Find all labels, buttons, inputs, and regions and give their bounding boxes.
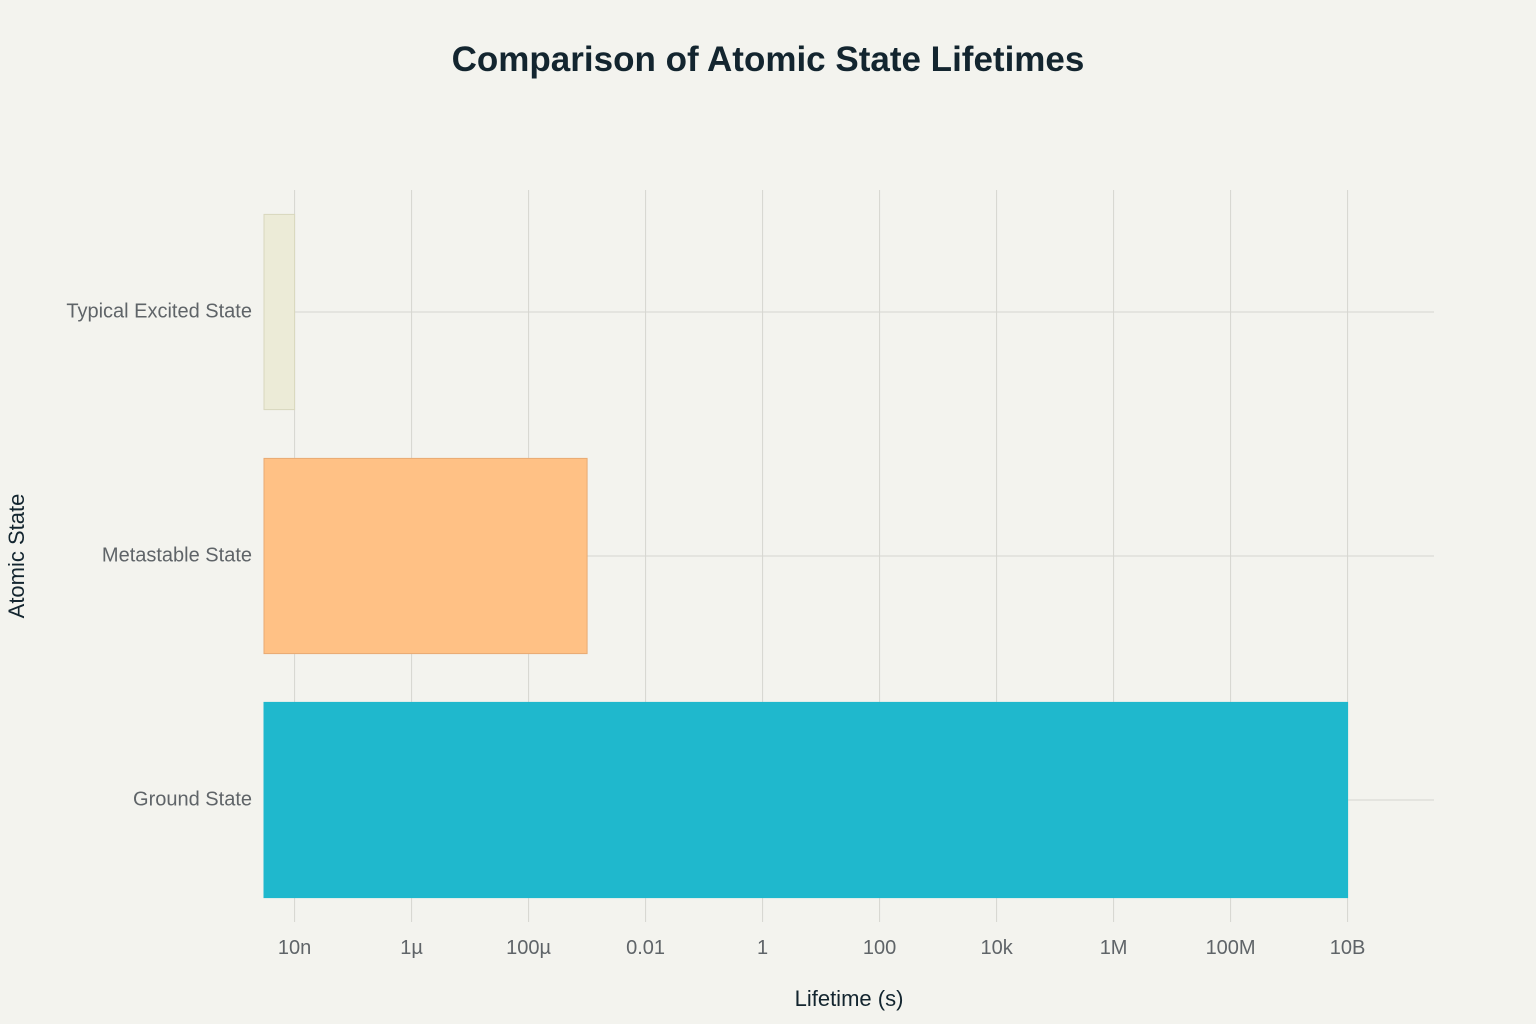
bar-ground-state (263, 701, 1349, 899)
x-tick-label: 10n (278, 937, 311, 959)
x-tick-label: 1M (1100, 937, 1128, 959)
x-tick-label: 10B (1330, 937, 1366, 959)
x-tick-label: 0.01 (626, 937, 665, 959)
y-tick-label: Ground State (133, 788, 252, 810)
x-tick-label: 1 (757, 937, 768, 959)
y-axis-title: Atomic State (4, 494, 29, 619)
x-tick-label: 1µ (400, 937, 423, 959)
y-tick-label: Metastable State (102, 544, 252, 566)
x-tick-label: 100 (863, 937, 896, 959)
x-axis-title: Lifetime (s) (795, 986, 904, 1011)
bar-typical-excited-state (263, 213, 296, 411)
x-tick-label: 10k (980, 937, 1013, 959)
x-tick-label: 100µ (506, 937, 551, 959)
y-tick-label: Typical Excited State (66, 300, 252, 322)
x-axis-tick-labels: 10n 1µ 100µ 0.01 1 100 10k 1M 100M 10B (278, 937, 1365, 959)
y-axis-tick-labels: Typical Excited State Metastable State Gro… (66, 300, 252, 810)
bars (263, 213, 1349, 899)
bar-metastable-state (263, 457, 588, 655)
x-tick-label: 100M (1206, 937, 1256, 959)
chart-title: Comparison of Atomic State Lifetimes (451, 40, 1085, 79)
